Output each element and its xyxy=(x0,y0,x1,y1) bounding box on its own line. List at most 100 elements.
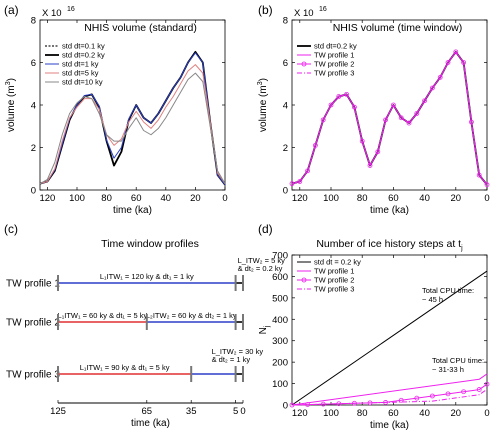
x-tick-label: 100 xyxy=(323,408,339,419)
y-tick-label: 700 xyxy=(272,251,288,262)
legend-label: TW profile 3 xyxy=(314,285,354,294)
profile-label: TW profile 2 xyxy=(6,318,60,329)
panel-0: 120 100 80 60 40 20 0 0 2 4 6 8 time (ka) NHIS volume… xyxy=(5,6,228,216)
series-marker xyxy=(367,163,373,168)
legend-label: TW profile 2 xyxy=(314,276,354,285)
x-tick-label: 5 xyxy=(233,406,238,417)
legend-label: TW profile 3 xyxy=(314,69,354,78)
series-marker xyxy=(422,98,428,104)
y-tick-label: 2 xyxy=(283,143,288,154)
series-marker xyxy=(445,391,451,397)
y-tick-label: 0 xyxy=(31,186,36,197)
y-tick-label: 8 xyxy=(31,16,36,27)
panel-label: (a) xyxy=(4,3,19,17)
panel-2: Time window profiles TW profile 1 L₁ITW₁ =… xyxy=(6,238,285,429)
series-marker xyxy=(453,49,459,55)
x-axis-label: time (ka) xyxy=(370,205,409,216)
profile-label: TW profile 1 xyxy=(6,279,60,290)
profile-segment-label: L₂ITW₂ = 60 ky & dt₂ = 1 ky xyxy=(146,311,237,320)
panel-label: (d) xyxy=(258,222,273,236)
x-tick-label: 60 xyxy=(131,193,142,204)
y-axis-label: Nj xyxy=(258,325,271,334)
series-marker xyxy=(476,172,482,178)
x-tick-label: 40 xyxy=(161,193,172,204)
legend-label: std dt=0.1 ky xyxy=(62,42,105,51)
series-marker xyxy=(484,381,490,387)
series-marker xyxy=(437,74,443,80)
series-marker xyxy=(476,387,482,392)
series-marker xyxy=(289,181,295,187)
legend-label: TW profile 2 xyxy=(314,60,354,69)
chart-title: NHIS volume (time window) xyxy=(333,22,463,34)
series-marker xyxy=(305,168,311,174)
series-marker xyxy=(320,117,326,123)
legend-label: std dt=0.2 ky xyxy=(314,42,357,51)
y-tick-label: 4 xyxy=(283,101,288,112)
x-tick-label: 0 xyxy=(222,193,227,204)
x-tick-label: 65 xyxy=(142,406,153,417)
x-tick-label: 80 xyxy=(357,193,368,204)
annotation: Total CPU time: xyxy=(422,286,474,295)
annotation: ~ 31-33 h xyxy=(432,365,464,374)
legend-label: TW profile 1 xyxy=(314,51,354,60)
chart-title: NHIS volume (standard) xyxy=(84,22,197,34)
series-line xyxy=(39,64,226,185)
series-marker xyxy=(414,111,420,116)
y-tick-label: 500 xyxy=(272,293,288,304)
series-marker xyxy=(297,179,303,184)
x-tick-label: 0 xyxy=(484,408,489,419)
profile-label: TW profile 3 xyxy=(6,370,60,381)
panel-label: (c) xyxy=(4,222,18,236)
series-marker xyxy=(359,138,365,144)
axis-multiplier-exponent: 16 xyxy=(319,6,327,13)
x-axis-label: time (ka) xyxy=(370,420,409,431)
legend-marker xyxy=(301,277,307,283)
series-marker xyxy=(328,102,334,108)
axis-multiplier: X 10 xyxy=(294,8,314,19)
series-marker xyxy=(398,115,404,121)
series-line xyxy=(39,72,226,185)
series-marker xyxy=(461,389,467,395)
legend-label: std dt = 0.2 ky xyxy=(314,258,361,267)
annotation: ~ 45 h xyxy=(422,295,443,304)
profile-note: L_ITW₂ = 5 ky xyxy=(238,256,286,265)
series-marker xyxy=(461,60,467,65)
series-marker xyxy=(344,91,350,97)
series-marker xyxy=(312,142,318,148)
profile-note: & dt₂ = 1 ky xyxy=(212,355,251,364)
x-tick-label: 80 xyxy=(357,408,368,419)
legend-marker xyxy=(301,61,307,67)
x-tick-label: 0 xyxy=(240,406,245,417)
series-marker xyxy=(414,395,420,401)
x-tick-label: 20 xyxy=(190,193,201,204)
series-marker xyxy=(398,397,404,403)
axis-multiplier: X 10 xyxy=(42,8,62,19)
y-tick-label: 6 xyxy=(31,58,36,69)
x-tick-label: 60 xyxy=(388,193,399,204)
x-tick-label: 35 xyxy=(186,406,197,417)
y-tick-label: 300 xyxy=(272,336,288,347)
series-marker xyxy=(484,182,490,188)
x-tick-label: 125 xyxy=(50,406,66,417)
x-tick-label: 40 xyxy=(419,408,430,419)
y-tick-label: 8 xyxy=(283,16,288,27)
panel-label: (b) xyxy=(258,3,273,17)
y-tick-label: 0 xyxy=(283,186,288,197)
y-axis-label: volume (m3) xyxy=(5,78,17,132)
legend-label: std dt=10 ky xyxy=(62,78,103,87)
series-marker xyxy=(406,120,412,126)
x-axis-label: time (ka) xyxy=(131,418,170,429)
x-tick-label: 100 xyxy=(323,193,339,204)
y-tick-label: 200 xyxy=(272,358,288,369)
x-axis-label: time (ka) xyxy=(113,205,152,216)
legend-label: std dt=1 ky xyxy=(62,60,99,69)
x-tick-label: 120 xyxy=(39,193,55,204)
y-tick-label: 600 xyxy=(272,272,288,283)
annotation: Total CPU time: xyxy=(432,356,484,365)
y-tick-label: 4 xyxy=(31,101,36,112)
profile-note: L_ITW₂ = 30 ky xyxy=(212,347,264,356)
y-axis-label: volume (m3) xyxy=(257,78,269,132)
profile-segment-label: L₁ITW₁ = 90 ky & dt₁ = 5 ky xyxy=(80,363,170,372)
series-line xyxy=(291,373,488,406)
